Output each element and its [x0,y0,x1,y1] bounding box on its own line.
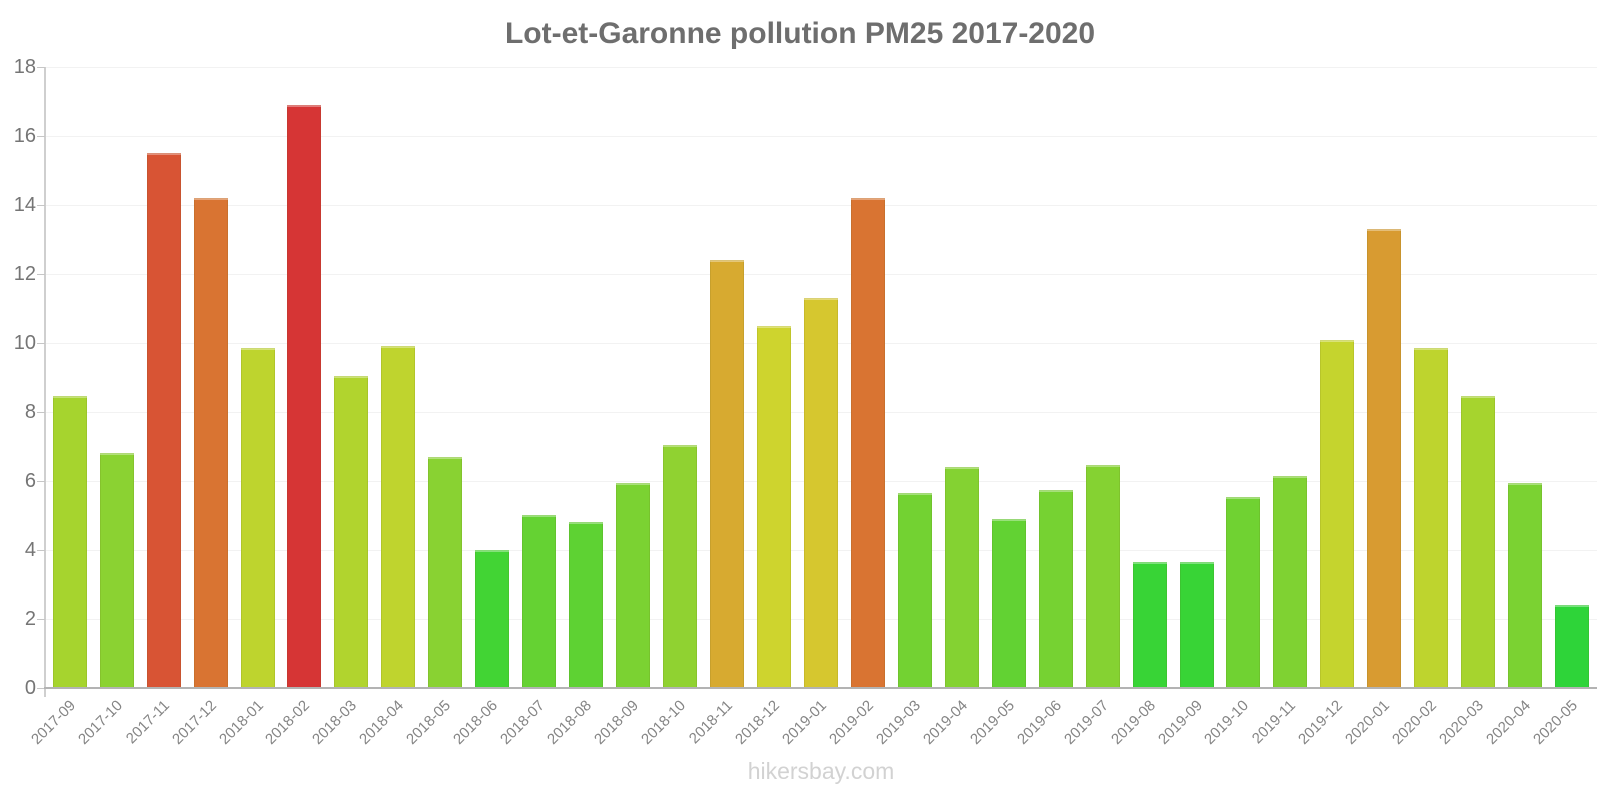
bar-2020-01[interactable] [1367,229,1401,688]
y-tick-16 [37,136,45,137]
bar-2017-09[interactable] [53,396,87,688]
y-tick-18 [37,67,45,68]
bar-2018-02[interactable] [287,105,321,688]
bar-2019-07[interactable] [1086,465,1120,688]
y-tick-6 [37,481,45,482]
gridline-18 [46,67,1597,68]
y-tick-8 [37,412,45,413]
y-tick-label-16: 16 [13,125,36,147]
bar-2017-10[interactable] [100,453,134,688]
bar-2019-11[interactable] [1273,476,1307,688]
gridline-16 [46,136,1597,137]
y-tick-0 [37,688,45,689]
bar-2018-12[interactable] [757,326,791,688]
y-tick-label-2: 2 [24,608,36,630]
bar-2017-11[interactable] [147,153,181,688]
bar-2018-05[interactable] [428,457,462,688]
y-tick-label-10: 10 [13,332,36,354]
y-tick-label-18: 18 [13,56,36,78]
bar-2019-05[interactable] [992,519,1026,688]
y-tick-14 [37,205,45,206]
y-tick-label-8: 8 [24,401,36,423]
gridline-14 [46,205,1597,206]
y-axis-line [44,67,46,697]
watermark: hikersbay.com [747,758,895,784]
chart-title: Lot-et-Garonne pollution PM25 2017-2020 [504,17,1096,50]
bar-2018-04[interactable] [381,346,415,688]
y-tick-label-4: 4 [24,539,36,561]
bar-2019-01[interactable] [804,298,838,688]
bar-2018-08[interactable] [569,522,603,688]
bar-2018-06[interactable] [475,550,509,688]
bar-2018-09[interactable] [616,483,650,688]
y-tick-label-12: 12 [13,263,36,285]
x-axis-line [44,687,1597,689]
bar-2020-03[interactable] [1461,396,1495,688]
bar-2018-10[interactable] [663,445,697,688]
bar-2019-04[interactable] [945,467,979,688]
bar-2020-02[interactable] [1414,348,1448,688]
y-tick-10 [37,343,45,344]
bar-2019-09[interactable] [1180,562,1214,688]
bar-2019-08[interactable] [1133,562,1167,688]
bar-2018-07[interactable] [522,515,556,688]
y-tick-12 [37,274,45,275]
bar-2019-10[interactable] [1226,497,1260,688]
y-tick-label-14: 14 [13,194,36,216]
bar-2019-12[interactable] [1320,340,1354,688]
bar-2018-03[interactable] [334,376,368,688]
y-tick-label-6: 6 [24,470,36,492]
bar-2019-06[interactable] [1039,490,1073,688]
bar-2019-03[interactable] [898,493,932,688]
y-tick-2 [37,619,45,620]
bar-2020-04[interactable] [1508,483,1542,688]
bar-2019-02[interactable] [851,198,885,688]
bar-2017-12[interactable] [194,198,228,688]
bar-2018-11[interactable] [710,260,744,688]
y-tick-4 [37,550,45,551]
y-tick-label-0: 0 [24,677,36,699]
gridline-12 [46,274,1597,275]
bar-2020-05[interactable] [1555,605,1589,688]
bar-2018-01[interactable] [241,348,275,688]
